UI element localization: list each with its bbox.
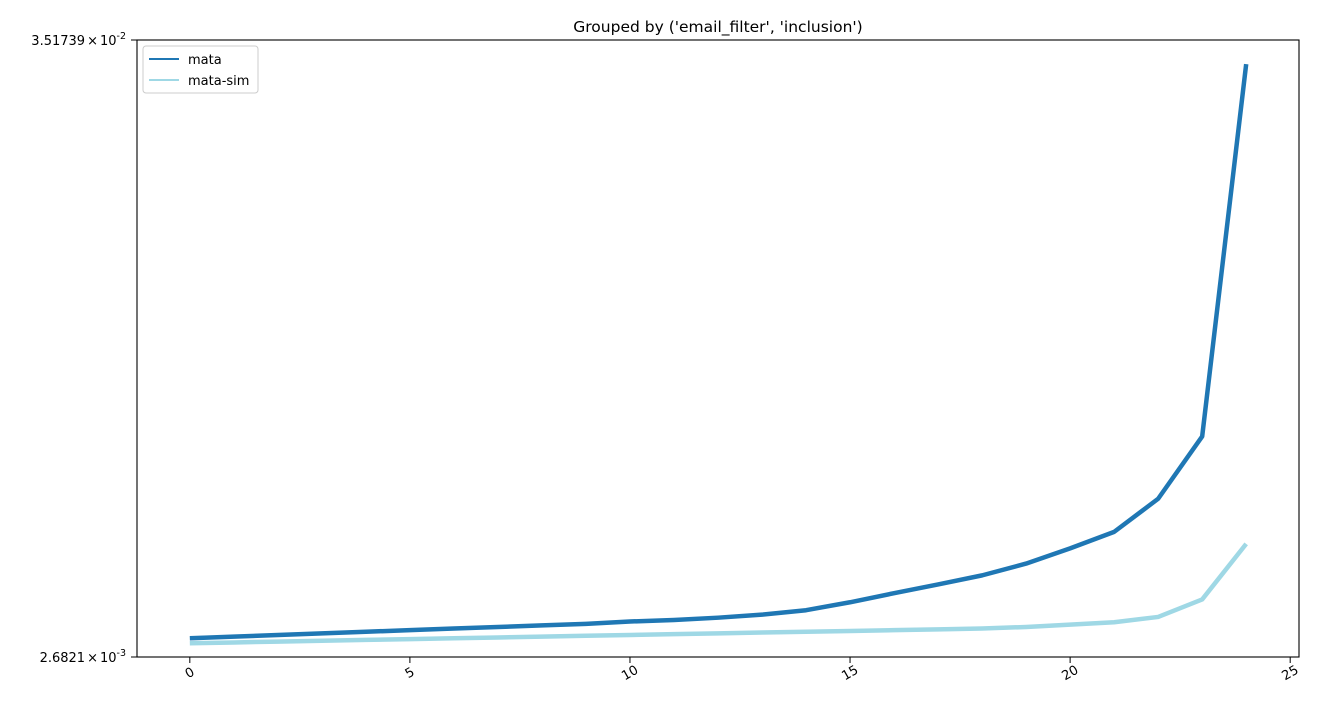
y-tick-label-bottom: 2.6821 × 10-3	[40, 648, 126, 666]
x-tick-label: 25	[1280, 663, 1302, 684]
y-tick-top-exponent: -2	[117, 31, 126, 42]
series-lines	[189, 63, 1249, 646]
y-tick-top-mantissa: 3.51739	[31, 34, 85, 49]
series-line-mata-sim	[189, 542, 1248, 646]
y-axis: 3.51739 × 10-2 2.6821 × 10-3	[31, 31, 137, 666]
y-tick-label-top: 3.51739 × 10-2	[31, 31, 126, 49]
x-tick-label: 15	[839, 663, 861, 684]
chart-title: Grouped by ('email_filter', 'inclusion')	[573, 18, 862, 37]
series-line-mata	[189, 63, 1249, 641]
legend: mata mata-sim	[142, 45, 259, 94]
plot-frame	[136, 39, 1300, 658]
x-tick-label: 20	[1059, 663, 1081, 684]
y-tick-bottom-mantissa: 2.6821	[40, 651, 86, 666]
legend-label-mata: mata	[188, 53, 222, 68]
y-tick-bottom-exponent: -3	[117, 648, 126, 659]
legend-label-mata-sim: mata-sim	[188, 74, 249, 89]
x-tick-label: 10	[619, 663, 641, 684]
legend-box	[142, 45, 259, 94]
